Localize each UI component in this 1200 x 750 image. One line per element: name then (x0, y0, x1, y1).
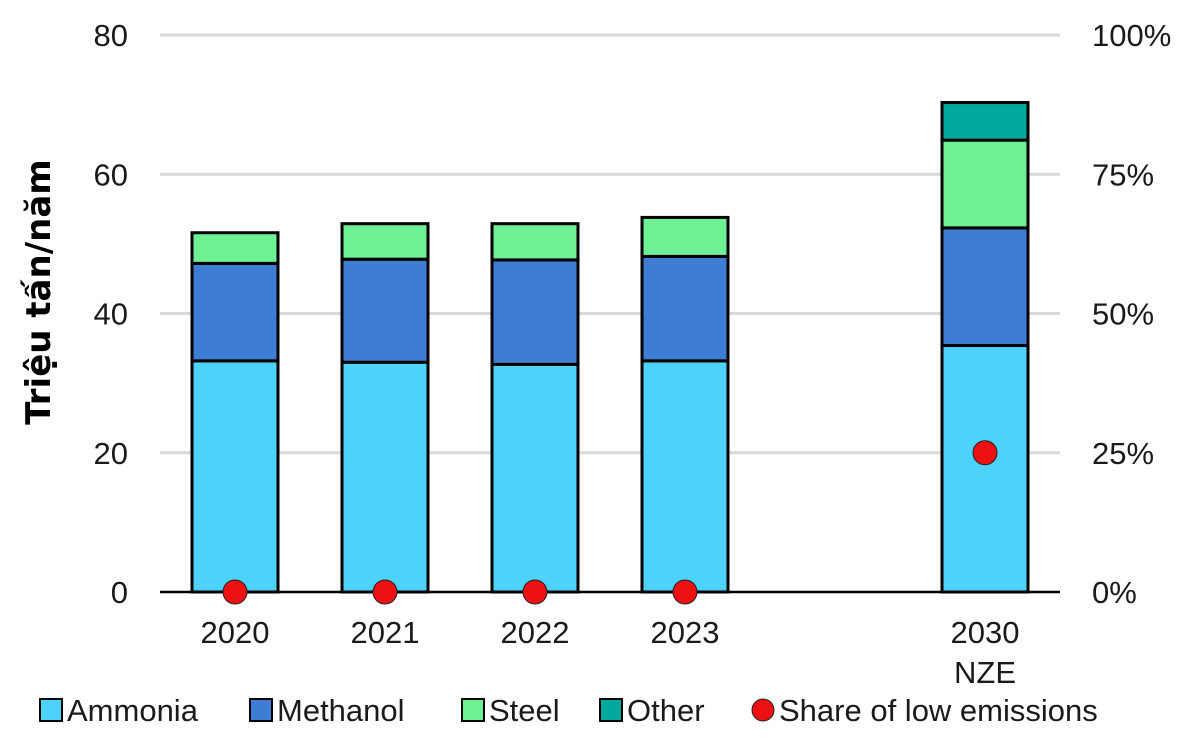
bars (190, 101, 1030, 594)
x-tick-label: 2020 (201, 615, 270, 650)
y-tick-label: 60 (94, 157, 128, 192)
y2-tick-label: 0% (1092, 575, 1137, 610)
y2-tick-label: 25% (1092, 436, 1154, 471)
y2-tick-label: 50% (1092, 297, 1154, 332)
bar-methanol-2030-nze (940, 226, 1030, 348)
x-tick-label: 2030 (951, 615, 1020, 650)
bar-steel-2022 (490, 222, 580, 262)
y-tick-label: 40 (94, 297, 128, 332)
legend: Ammonia Methanol Steel Other Share of low em… (39, 693, 1098, 728)
legend-swatch-share (751, 698, 775, 722)
bar-ammonia-2020 (190, 359, 280, 594)
legend-swatch-steel (461, 698, 485, 722)
legend-swatch-methanol (249, 698, 273, 722)
y2-axis-ticks: 0% 25% 50% 75% 100% (1092, 18, 1171, 610)
legend-swatch-other (599, 698, 623, 722)
y-axis-ticks: 0 20 40 60 80 (94, 18, 128, 610)
bar-steel-2030-nze (940, 138, 1030, 230)
y-tick-label: 0 (111, 575, 128, 610)
share-marker-2020 (222, 579, 248, 605)
bar-methanol-2023 (640, 254, 730, 363)
share-marker-2030-nze (972, 440, 998, 466)
y2-tick-label: 100% (1092, 18, 1171, 53)
legend-label: Steel (489, 693, 560, 728)
bar-methanol-2020 (190, 261, 280, 363)
gridlines (160, 33, 1060, 455)
legend-swatch-ammonia (39, 698, 63, 722)
share-marker-2021 (372, 579, 398, 605)
legend-label: Other (627, 693, 705, 728)
x-tick-label: 2022 (501, 615, 570, 650)
x-axis-ticks: 2020 2021 2022 2023 2030 NZE (201, 615, 1020, 690)
bar-ammonia-2023 (640, 359, 730, 594)
legend-label: Methanol (277, 693, 405, 728)
share-marker-2023 (672, 579, 698, 605)
y-tick-label: 20 (94, 436, 128, 471)
bar-ammonia-2022 (490, 362, 580, 594)
share-markers (222, 440, 998, 605)
x-tick-label: NZE (954, 655, 1016, 690)
x-tick-label: 2023 (651, 615, 720, 650)
y-axis-label: Triệu tấn/năm (19, 159, 59, 424)
legend-label: Ammonia (67, 693, 199, 728)
bar-methanol-2021 (340, 257, 430, 364)
legend-label: Share of low emissions (779, 693, 1098, 728)
bar-steel-2021 (340, 222, 430, 261)
y-tick-label: 80 (94, 18, 128, 53)
bar-ammonia-2021 (340, 360, 430, 594)
bar-steel-2020 (190, 231, 280, 265)
bar-other-2030-nze (940, 101, 1030, 142)
bar-steel-2023 (640, 215, 730, 258)
bar-methanol-2022 (490, 258, 580, 366)
bar-ammonia-2030-nze (940, 344, 1030, 594)
share-marker-2022 (522, 579, 548, 605)
x-tick-label: 2021 (351, 615, 420, 650)
y2-tick-label: 75% (1092, 157, 1154, 192)
